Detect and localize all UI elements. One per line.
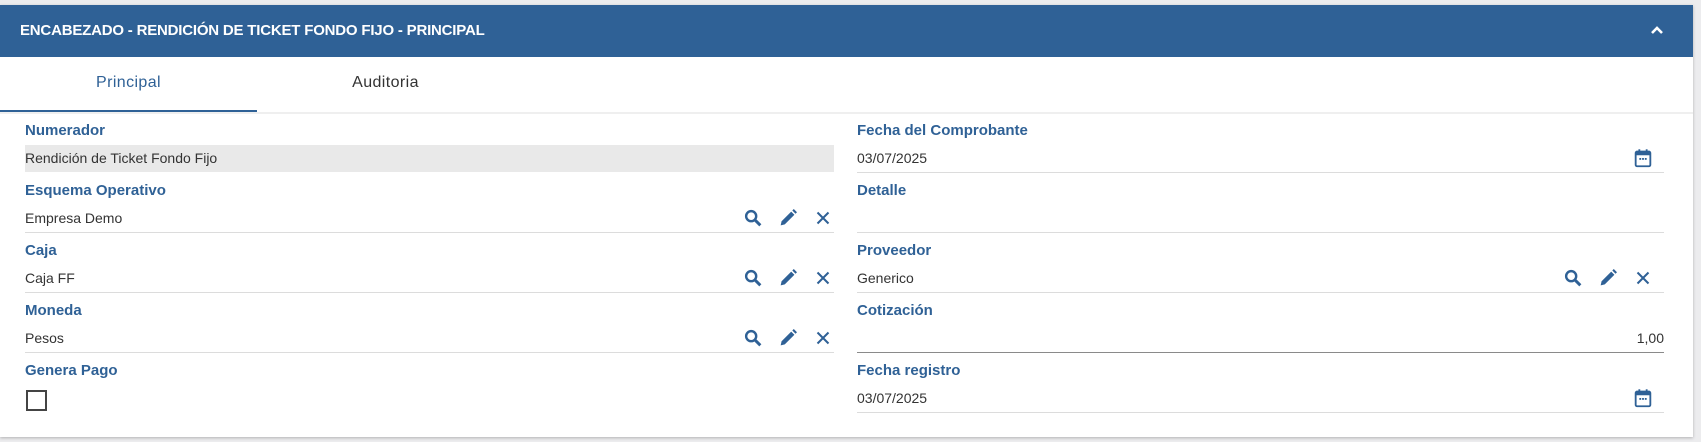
field-esquema-operativo: Esquema Operativo Empresa Demo	[25, 178, 834, 238]
fecha-comprobante-value: 03/07/2025	[857, 150, 928, 166]
cotizacion-value: 1,00	[1636, 330, 1664, 346]
tab-auditoria[interactable]: Auditoria	[352, 74, 419, 91]
close-icon[interactable]	[812, 267, 834, 289]
fecha-registro-value: 03/07/2025	[857, 390, 928, 406]
search-icon[interactable]	[1562, 267, 1584, 289]
genera-pago-checkbox[interactable]	[26, 390, 47, 411]
cotizacion-label: Cotización	[857, 302, 933, 319]
proveedor-label: Proveedor	[857, 242, 932, 259]
close-icon[interactable]	[812, 327, 834, 349]
caja-input[interactable]: Caja FF	[25, 265, 834, 293]
header-panel: ENCABEZADO - RENDICIÓN DE TICKET FONDO F…	[0, 5, 1693, 437]
detalle-label: Detalle	[857, 182, 907, 199]
caja-label: Caja	[25, 242, 57, 259]
numerador-label: Numerador	[25, 122, 106, 139]
tab-bar: Principal Auditoria	[0, 57, 1693, 114]
esquema-label: Esquema Operativo	[25, 182, 166, 199]
field-cotizacion: Cotización 1,00	[857, 298, 1664, 358]
esquema-value: Empresa Demo	[25, 210, 123, 226]
moneda-input[interactable]: Pesos	[25, 325, 834, 353]
fecha-registro-label: Fecha registro	[857, 362, 961, 379]
field-caja: Caja Caja FF	[25, 238, 834, 298]
proveedor-value: Generico	[857, 270, 914, 286]
pencil-icon[interactable]	[777, 207, 799, 229]
numerador-field: Rendición de Ticket Fondo Fijo	[25, 145, 834, 172]
chevron-up-icon[interactable]	[1646, 17, 1668, 43]
field-genera-pago: Genera Pago	[25, 358, 834, 418]
search-icon[interactable]	[742, 327, 764, 349]
fecha-comprobante-input[interactable]: 03/07/2025	[857, 145, 1664, 173]
field-detalle: Detalle	[857, 178, 1664, 238]
esquema-input[interactable]: Empresa Demo	[25, 205, 834, 233]
field-fecha-registro: Fecha registro 03/07/2025	[857, 358, 1664, 418]
left-column: Numerador Rendición de Ticket Fondo Fijo…	[25, 118, 834, 418]
genera-pago-label: Genera Pago	[25, 362, 118, 379]
pencil-icon[interactable]	[777, 327, 799, 349]
panel-header[interactable]: ENCABEZADO - RENDICIÓN DE TICKET FONDO F…	[0, 5, 1693, 57]
close-icon[interactable]	[812, 207, 834, 229]
fecha-registro-input[interactable]: 03/07/2025	[857, 385, 1664, 413]
calendar-icon[interactable]	[1632, 147, 1654, 169]
pencil-icon[interactable]	[777, 267, 799, 289]
moneda-value: Pesos	[25, 330, 64, 346]
fecha-comprobante-label: Fecha del Comprobante	[857, 122, 1028, 139]
proveedor-input[interactable]: Generico	[857, 265, 1664, 293]
field-numerador: Numerador Rendición de Ticket Fondo Fijo	[25, 118, 834, 178]
detalle-input[interactable]	[857, 205, 1664, 233]
pencil-icon[interactable]	[1597, 267, 1619, 289]
field-moneda: Moneda Pesos	[25, 298, 834, 358]
panel-title: ENCABEZADO - RENDICIÓN DE TICKET FONDO F…	[20, 22, 485, 39]
field-fecha-comprobante: Fecha del Comprobante 03/07/2025	[857, 118, 1664, 178]
search-icon[interactable]	[742, 207, 764, 229]
tab-principal[interactable]: Principal	[0, 57, 257, 112]
calendar-icon[interactable]	[1632, 387, 1654, 409]
search-icon[interactable]	[742, 267, 764, 289]
right-column: Fecha del Comprobante 03/07/2025 Detalle…	[857, 118, 1664, 418]
close-icon[interactable]	[1632, 267, 1654, 289]
caja-value: Caja FF	[25, 270, 75, 286]
numerador-value: Rendición de Ticket Fondo Fijo	[25, 150, 218, 166]
cotizacion-input[interactable]: 1,00	[857, 325, 1664, 353]
field-proveedor: Proveedor Generico	[857, 238, 1664, 298]
moneda-label: Moneda	[25, 302, 82, 319]
